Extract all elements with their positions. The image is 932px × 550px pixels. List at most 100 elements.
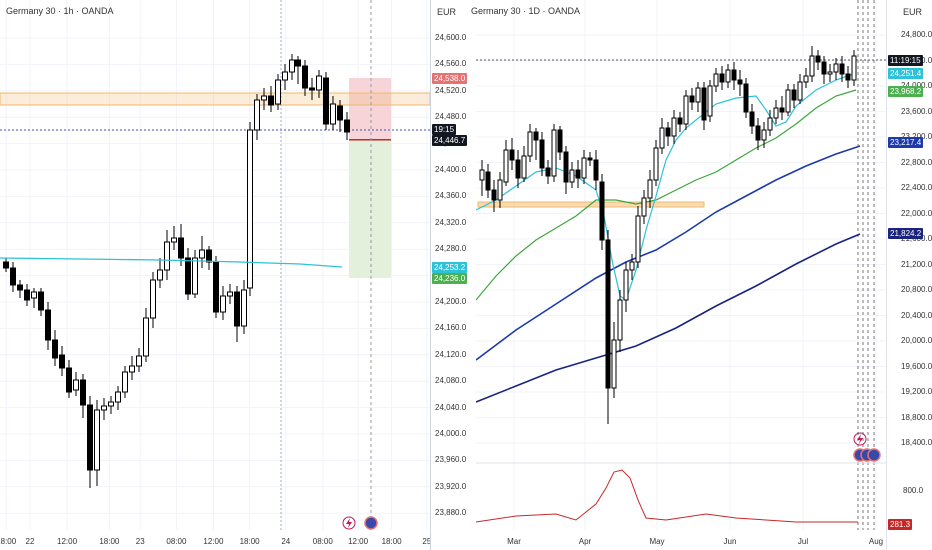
right-cursor-lines [857, 0, 875, 530]
candle-body [80, 379, 86, 406]
last-price-tag: 24,446.7 [432, 135, 468, 146]
candle-body [581, 157, 587, 179]
price-tick: 24,120.0 [435, 349, 467, 359]
lightning-icon[interactable] [853, 432, 867, 446]
candle-body [617, 299, 623, 341]
candle-body [316, 75, 322, 91]
candle-body [521, 155, 527, 179]
lightning-icon[interactable] [342, 516, 356, 530]
candle-body [295, 59, 301, 67]
price-tick: 24,360.0 [435, 191, 467, 201]
time-tick: 18:00 [99, 537, 120, 546]
ma200-price-tag: 21,824.2 [888, 228, 924, 239]
left-position-zones [0, 78, 430, 278]
candle-body [24, 289, 30, 301]
candle-body [241, 289, 247, 327]
candle-body [108, 401, 114, 407]
candle-body [344, 119, 350, 133]
candle-body [122, 371, 128, 393]
candle-body [330, 103, 336, 125]
price-tick: 23,200.0 [901, 132, 932, 141]
right-time-axis[interactable]: Mar Apr May Jun Jul Aug [507, 537, 883, 546]
time-tick: 12:00 [57, 537, 78, 546]
price-tick: 23,600.0 [901, 106, 932, 116]
candle-body [767, 117, 773, 131]
price-tick: 24,400.0 [435, 165, 467, 174]
price-tick: 24,000.0 [435, 429, 467, 438]
ma-200-line [476, 233, 861, 403]
left-chart[interactable]: 18:00 22 12:00 18:00 23 08:00 12:00 18:00 24 08:0… [0, 0, 430, 550]
candle-body [164, 241, 170, 271]
price-tick: 20,400.0 [901, 310, 932, 320]
left-price-axis[interactable]: EUR 24,600.0 24,560.0 24,520.0 24,480.0 24,4… [430, 0, 477, 550]
left-chart-pane[interactable]: 18:00 22 12:00 18:00 23 08:00 12:00 18:00 24 08:0… [0, 0, 430, 550]
price-tick: 20,000.0 [901, 336, 932, 345]
price-tick: 24,280.0 [435, 244, 467, 254]
candle-body [671, 117, 677, 137]
event-dot-icon[interactable] [853, 448, 883, 462]
candle-body [635, 215, 641, 263]
candle-body [761, 129, 767, 141]
sub-axis-tick: 800.0 [903, 486, 924, 495]
right-chart[interactable]: Mar Apr May Jun Jul Aug [476, 0, 886, 550]
right-chart-pane[interactable]: Mar Apr May Jun Jul Aug Germany 30 · 1D · OAN… [471, 0, 886, 550]
candle-body [707, 85, 713, 117]
ma100-price-tag: 23,217.4 [888, 137, 924, 148]
pane-separator[interactable] [430, 0, 431, 550]
candle-body [59, 354, 65, 369]
price-tick: 23,920.0 [435, 481, 467, 491]
take-profit-zone[interactable] [349, 140, 391, 278]
left-candles [3, 54, 350, 488]
price-tick: 24,080.0 [435, 376, 467, 386]
time-tick: 24 [281, 537, 290, 546]
price-tick: 22,000.0 [901, 208, 932, 218]
left-time-axis[interactable]: 18:00 22 12:00 18:00 23 08:00 12:00 18:00 24 08:0… [0, 537, 430, 546]
right-price-axis[interactable]: EUR 24,800.024,400.024,000.023,600.023,2… [886, 0, 932, 550]
candle-body [629, 261, 635, 271]
candle-body [17, 284, 23, 291]
price-tick: 24,000.0 [901, 81, 932, 90]
candle-body [94, 409, 100, 471]
candle-body [851, 55, 857, 81]
candle-body [749, 111, 755, 127]
candle-body [337, 105, 343, 121]
candle-body [605, 239, 611, 389]
stop-loss-zone[interactable] [349, 78, 391, 140]
candle-body [87, 404, 93, 471]
time-tick: 08:00 [166, 537, 187, 546]
candle-body [52, 339, 58, 359]
candle-body [302, 65, 308, 89]
candle-body [815, 55, 821, 63]
candle-body [575, 169, 581, 179]
stop-price-tag: 24,538.0 [432, 73, 468, 84]
time-tick: 25 [422, 537, 430, 546]
time-tick: 08:00 [313, 537, 334, 546]
left-chart-title: Germany 30 · 1h · OANDA [6, 6, 114, 16]
candle-body [31, 291, 37, 299]
time-tick: 18:00 [240, 537, 261, 546]
candle-body [701, 87, 707, 121]
candle-body [659, 127, 665, 149]
candle-body [587, 157, 593, 161]
candle-body [563, 151, 569, 183]
price-tick: 20,800.0 [901, 285, 932, 294]
event-dot-icon[interactable] [364, 516, 378, 530]
price-tick: 24,520.0 [435, 85, 467, 95]
candle-body [641, 197, 647, 217]
candle-body [755, 125, 761, 141]
candle-body [289, 59, 295, 73]
candle-body [791, 89, 797, 101]
indicator-value-tag: 281.3 [888, 519, 913, 530]
candle-body [845, 73, 851, 81]
left-moving-average [0, 257, 343, 268]
candle-body [66, 367, 72, 393]
price-tick: 24,040.0 [435, 402, 467, 412]
time-tick: May [649, 537, 664, 546]
candle-body [192, 257, 198, 295]
candle-body [551, 129, 557, 177]
candle-body [497, 179, 503, 201]
last-price-tag: 24,251.4 [888, 68, 924, 79]
candle-body [136, 355, 142, 367]
candle-body [220, 295, 226, 313]
candle-body [261, 95, 267, 101]
